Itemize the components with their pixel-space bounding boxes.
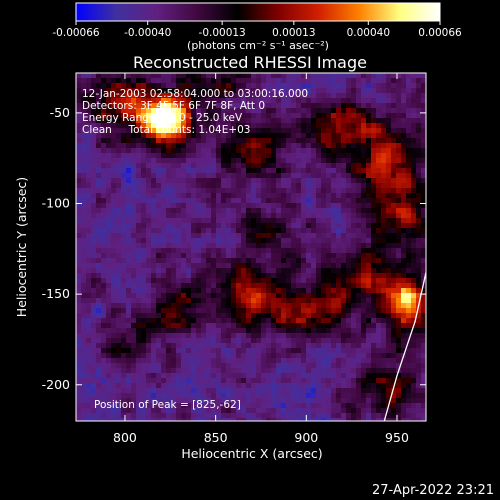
x-tick-label: 800 [113, 430, 137, 445]
solar-limb [383, 272, 426, 421]
y-tick-label: -200 [42, 377, 70, 392]
colorbar-ticks: -0.00066 -0.00040 -0.00013 0.00013 0.00040 0.… [52, 21, 462, 39]
heatmap-image [76, 73, 426, 421]
x-tick-label: 950 [385, 430, 409, 445]
footer-date: 27-Apr-2022 23:21 [372, 483, 494, 498]
annotation-counts: Clean Total counts: 1.04E+03 [82, 124, 251, 136]
colorbar-frame [75, 2, 441, 22]
plot-frame [75, 72, 427, 422]
colorbar-tick-label: 0.00066 [418, 27, 462, 39]
colorbar-tick-label: 0.00013 [272, 27, 315, 39]
annotation-detectors: Detectors: 3F 4F 5F 6F 7F 8F, Att 0 [82, 100, 265, 112]
x-tick-label: 850 [204, 430, 228, 445]
colorbar-tick-label: -0.00066 [52, 27, 100, 39]
annotation-time: 12-Jan-2003 02:58:04.000 to 03:00:16.000 [82, 88, 308, 100]
peak-position-label: Position of Peak = [825,-62] [94, 399, 241, 411]
axes: 800 850 900 950 -50 -100 -150 -200 [42, 73, 426, 445]
y-tick-label: -100 [42, 196, 70, 211]
colorbar-unit-label: (photons cm⁻² s⁻¹ asec⁻²) [187, 39, 329, 52]
x-axis-title: Heliocentric X (arcsec) [181, 446, 322, 461]
annotation-block: 12-Jan-2003 02:58:04.000 to 03:00:16.000… [82, 88, 308, 136]
x-tick-label: 900 [294, 430, 318, 445]
y-tick-label: -50 [50, 105, 70, 120]
colorbar [76, 3, 440, 21]
colorbar-tick-label: -0.00013 [199, 27, 246, 39]
annotation-energy: Energy Range: 12.0 - 25.0 keV [82, 112, 243, 124]
y-axis-title: Heliocentric Y (arcsec) [14, 177, 29, 317]
colorbar-tick-label: 0.00040 [347, 27, 390, 39]
y-tick-label: -150 [42, 286, 70, 301]
colorbar-tick-label: -0.00040 [124, 27, 171, 39]
chart-title: Reconstructed RHESSI Image [133, 53, 367, 72]
